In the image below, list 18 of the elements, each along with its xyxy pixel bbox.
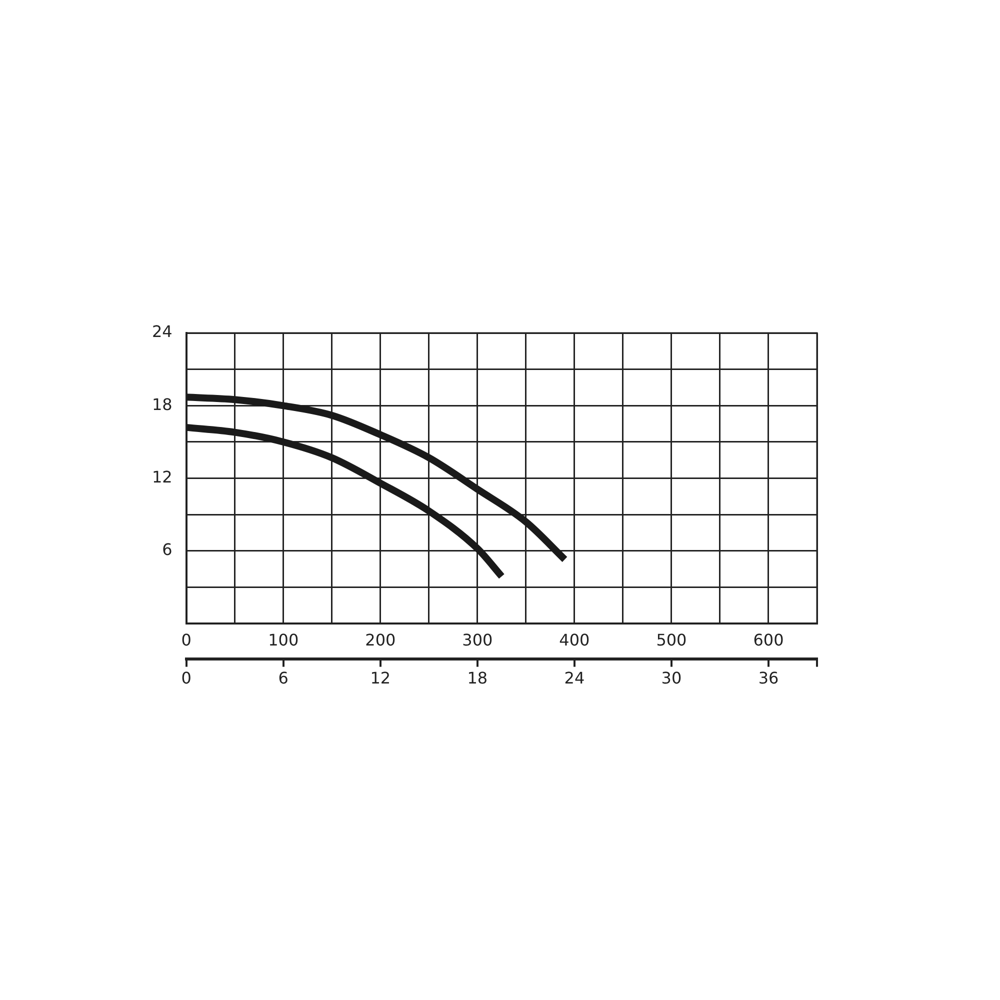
x2-tick-label: 18 bbox=[467, 668, 488, 688]
x-tick-label: 200 bbox=[365, 630, 396, 650]
x2-tick-label: 0 bbox=[181, 668, 192, 688]
x-tick-label: 0 bbox=[181, 630, 192, 650]
x2-tick-label: 24 bbox=[564, 668, 585, 688]
x-tick-label: 500 bbox=[656, 630, 687, 650]
x2-tick-label: 6 bbox=[278, 668, 288, 688]
x-tick-label: 300 bbox=[462, 630, 493, 650]
x2-tick-label: 36 bbox=[758, 668, 779, 688]
x2-tick-label: 30 bbox=[661, 668, 682, 688]
y-tick-label: 18 bbox=[152, 394, 172, 414]
y-tick-label: 12 bbox=[152, 467, 172, 486]
x-tick-label: 100 bbox=[268, 630, 299, 650]
x-tick-label: 400 bbox=[559, 630, 590, 650]
y-tick-label: 24 bbox=[152, 322, 172, 342]
x2-tick-label: 12 bbox=[370, 668, 391, 688]
x-tick-label: 600 bbox=[753, 630, 784, 650]
y-tick-label: 6 bbox=[162, 540, 172, 560]
